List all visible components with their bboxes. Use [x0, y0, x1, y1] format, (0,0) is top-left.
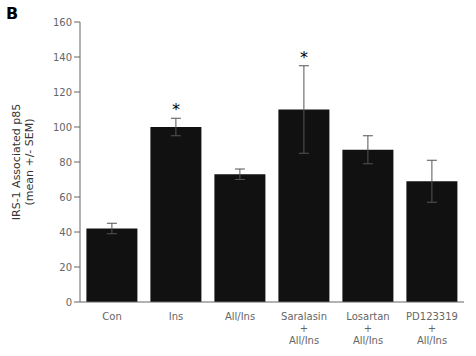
svg-text:IRS-1 Associated p85(mean +/-: IRS-1 Associated p85(mean +/- SEM) — [10, 104, 36, 220]
svg-text:Losartan+All/Ins: Losartan+All/Ins — [346, 311, 389, 346]
svg-text:160: 160 — [53, 17, 72, 28]
svg-text:80: 80 — [59, 157, 72, 168]
svg-text:0: 0 — [66, 297, 72, 308]
svg-text:*: * — [172, 100, 180, 119]
svg-text:*: * — [300, 48, 308, 67]
svg-text:120: 120 — [53, 87, 72, 98]
svg-text:140: 140 — [53, 52, 72, 63]
svg-text:100: 100 — [53, 122, 72, 133]
svg-text:60: 60 — [59, 192, 72, 203]
svg-text:Saralasin+All/Ins: Saralasin+All/Ins — [281, 311, 327, 346]
svg-text:40: 40 — [59, 227, 72, 238]
html-text:B: B — [6, 4, 19, 23]
svg-text:All/Ins: All/Ins — [225, 311, 255, 322]
svg-text:Ins: Ins — [169, 311, 184, 322]
svg-text:Con: Con — [102, 311, 121, 322]
svg-text:PD123319+All/Ins: PD123319+All/Ins — [406, 311, 458, 346]
svg-text:20: 20 — [59, 262, 72, 273]
